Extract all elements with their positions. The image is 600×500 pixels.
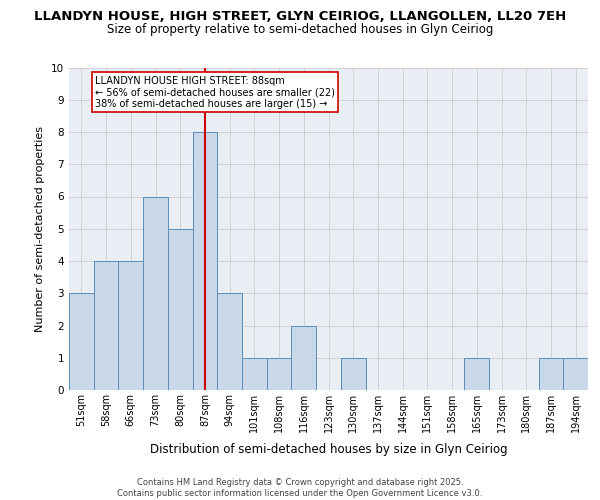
- Bar: [563, 358, 588, 390]
- Bar: [143, 196, 168, 390]
- Text: LLANDYN HOUSE, HIGH STREET, GLYN CEIRIOG, LLANGOLLEN, LL20 7EH: LLANDYN HOUSE, HIGH STREET, GLYN CEIRIOG…: [34, 10, 566, 23]
- Bar: [217, 293, 242, 390]
- Bar: [168, 229, 193, 390]
- Bar: [118, 261, 143, 390]
- Bar: [292, 326, 316, 390]
- Bar: [464, 358, 489, 390]
- Bar: [267, 358, 292, 390]
- Bar: [539, 358, 563, 390]
- Y-axis label: Number of semi-detached properties: Number of semi-detached properties: [35, 126, 46, 332]
- Text: Distribution of semi-detached houses by size in Glyn Ceiriog: Distribution of semi-detached houses by …: [150, 442, 508, 456]
- Bar: [193, 132, 217, 390]
- Text: Contains HM Land Registry data © Crown copyright and database right 2025.
Contai: Contains HM Land Registry data © Crown c…: [118, 478, 482, 498]
- Bar: [69, 293, 94, 390]
- Bar: [242, 358, 267, 390]
- Bar: [94, 261, 118, 390]
- Text: LLANDYN HOUSE HIGH STREET: 88sqm
← 56% of semi-detached houses are smaller (22)
: LLANDYN HOUSE HIGH STREET: 88sqm ← 56% o…: [95, 76, 335, 109]
- Text: Size of property relative to semi-detached houses in Glyn Ceiriog: Size of property relative to semi-detach…: [107, 22, 493, 36]
- Bar: [341, 358, 365, 390]
